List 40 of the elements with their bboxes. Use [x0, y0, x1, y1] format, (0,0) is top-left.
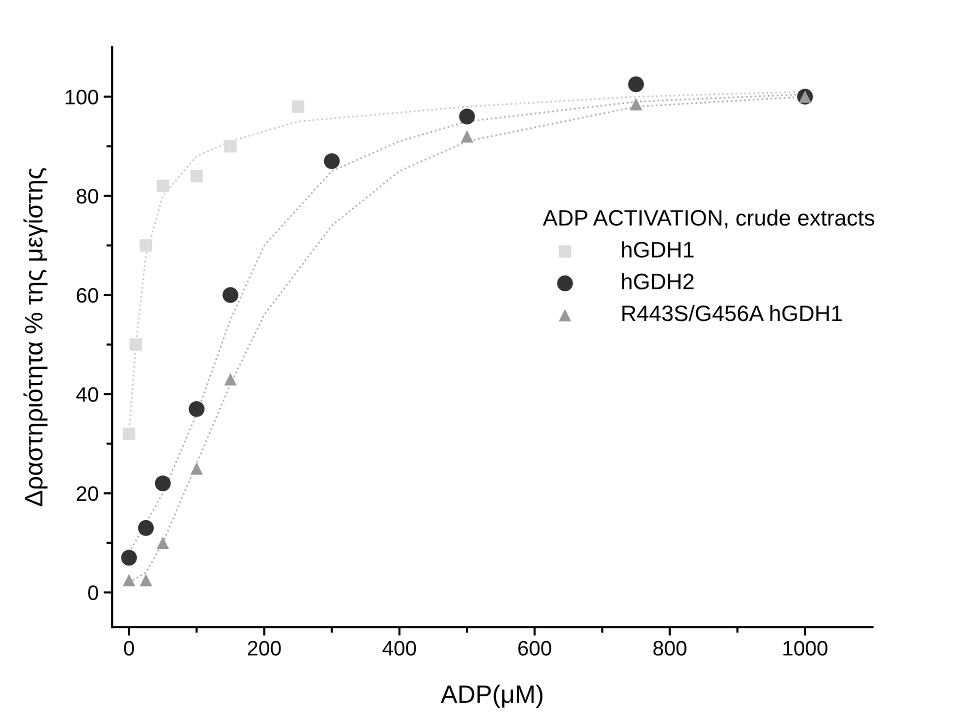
point: [188, 401, 205, 417]
x-tick-label: 0: [124, 640, 134, 656]
point: [459, 108, 475, 124]
legend-label: R443S/G456A hGDH1: [622, 304, 842, 322]
point: [628, 76, 644, 92]
legend-title: ADP ACTIVATION, crude extracts: [542, 209, 874, 228]
x-axis-title: ADP(μM): [440, 684, 542, 708]
x-tick-label: 200: [248, 640, 281, 656]
point: [121, 550, 137, 566]
point: [190, 170, 203, 182]
point: [460, 130, 474, 143]
legend-label: hGDH1: [622, 241, 694, 258]
point: [224, 140, 237, 152]
x-tick-label: 600: [518, 640, 552, 656]
point: [156, 180, 170, 192]
point: [140, 239, 152, 252]
y-tick-label: 60: [76, 288, 98, 303]
point: [122, 574, 136, 586]
point: [224, 373, 237, 386]
point: [156, 536, 170, 550]
y-tick-label: 20: [76, 486, 98, 502]
x-tick-label: 800: [653, 640, 686, 656]
legend-label: hGDH2: [622, 273, 694, 290]
point: [190, 462, 203, 475]
point: [140, 574, 152, 586]
y-tick-label: 0: [88, 585, 98, 600]
point: [292, 100, 304, 113]
point: [138, 520, 154, 536]
point: [130, 338, 142, 351]
y-tick-label: 40: [76, 387, 98, 402]
point: [122, 428, 136, 440]
x-tick-label: 400: [382, 640, 416, 656]
y-tick-label: 100: [66, 90, 98, 104]
point: [154, 475, 171, 492]
point: [324, 153, 340, 170]
point: [630, 98, 642, 110]
y-axis-title: Δραστηριότητα % της μεγίστης: [23, 168, 48, 506]
point: [222, 287, 238, 303]
y-tick-label: 80: [76, 188, 98, 204]
x-tick-label: 1000: [783, 640, 828, 656]
